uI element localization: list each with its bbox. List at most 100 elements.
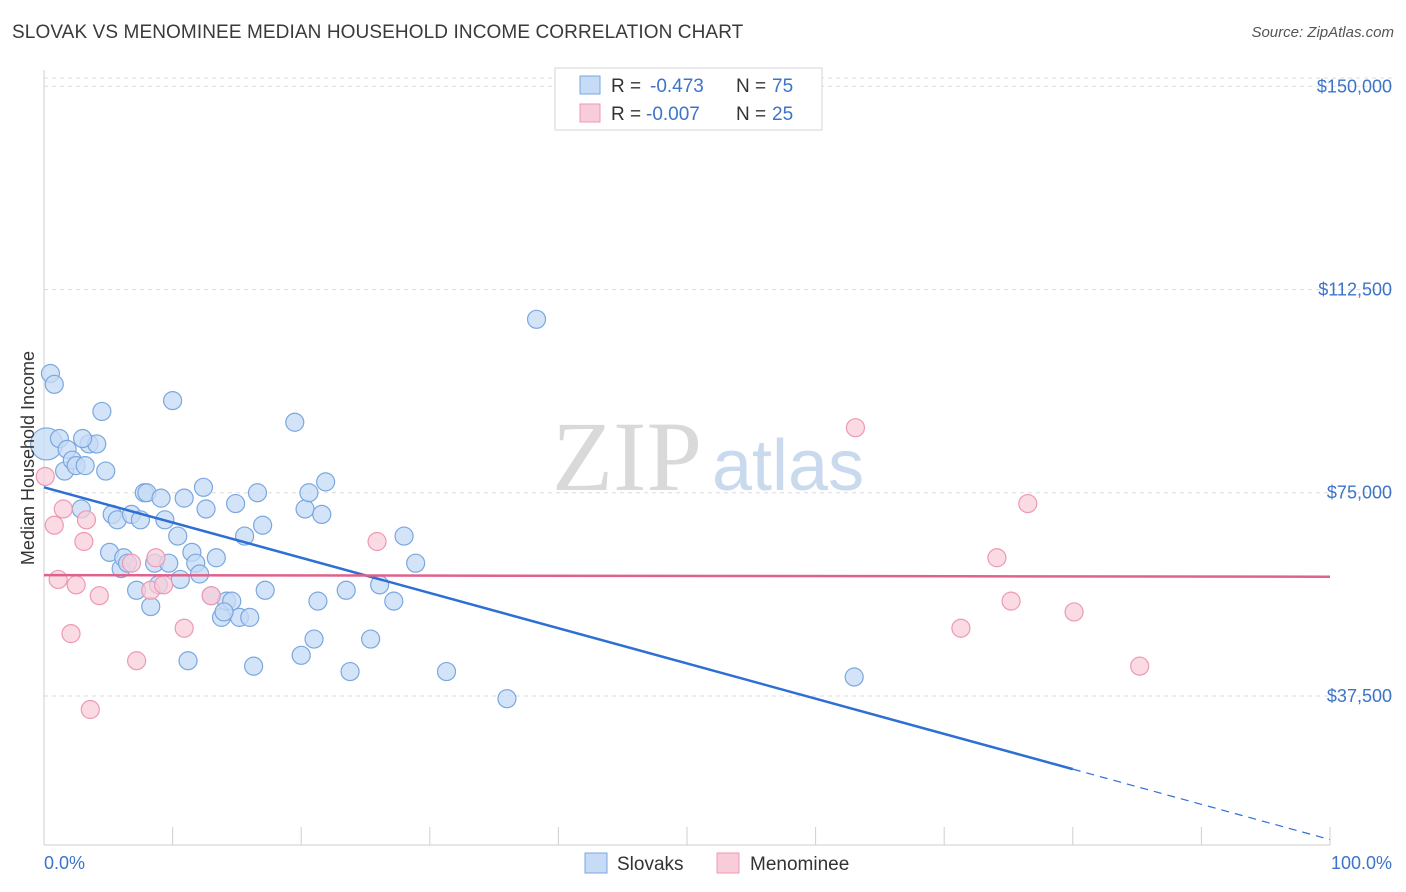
- slovaks-point: [497, 689, 517, 709]
- menominee-point: [76, 510, 97, 530]
- stats-legend: R = -0.473 N = 75 R = -0.007 N = 25: [554, 67, 823, 131]
- slovaks-point: [336, 580, 356, 600]
- legend-r-label-menominee: R =: [611, 104, 641, 125]
- slovaks-point: [316, 472, 336, 492]
- x-tick-label-left: 0.0%: [44, 853, 85, 873]
- menominee-point: [89, 586, 109, 606]
- slovaks-trend-line-extrapolated: [1072, 768, 1331, 841]
- slovaks-point: [75, 456, 95, 476]
- menominee-point: [80, 699, 100, 720]
- slovaks-point: [178, 651, 198, 671]
- legend-swatch-menominee: [579, 103, 601, 123]
- slovaks-point: [312, 504, 332, 525]
- legend-r-label-slovaks: R =: [611, 76, 641, 97]
- menominee-point: [951, 618, 971, 638]
- slovaks-point: [206, 548, 226, 568]
- y-tick-label: $150,000: [1317, 76, 1392, 96]
- slovaks-point: [190, 564, 210, 584]
- slovaks-point: [406, 553, 426, 573]
- slovaks-point: [174, 488, 194, 508]
- legend-n-label-slovaks: N =: [736, 76, 766, 97]
- slovaks-point: [340, 661, 360, 682]
- bottom-legend-swatch-slovaks: [584, 852, 608, 874]
- slovaks-point: [196, 499, 216, 519]
- y-tick-label: $37,500: [1327, 686, 1392, 706]
- legend-r-value-slovaks: -0.473: [650, 76, 704, 97]
- menominee-point: [121, 553, 142, 573]
- slovaks-point: [141, 596, 161, 617]
- slovaks-trend-line: [43, 486, 1074, 771]
- menominee-point: [126, 651, 147, 671]
- slovaks-point: [253, 515, 273, 535]
- slovaks-point: [304, 629, 324, 649]
- slovaks-point: [299, 483, 319, 503]
- slovaks-point: [308, 591, 328, 611]
- slovaks-point: [244, 656, 264, 676]
- bottom-legend-label-slovaks: Slovaks: [617, 854, 684, 875]
- y-tick-label: $75,000: [1327, 483, 1392, 503]
- slovaks-point: [193, 477, 214, 497]
- menominee-point: [44, 515, 64, 535]
- menominee-point: [53, 499, 73, 519]
- slovaks-point: [384, 591, 404, 611]
- slovaks-point: [285, 412, 305, 432]
- chart-title: SLOVAK VS MENOMINEE MEDIAN HOUSEHOLD INC…: [12, 22, 744, 43]
- y-tick-labels: $150,000 $112,500 $75,000 $37,500: [1317, 76, 1392, 706]
- menominee-point: [845, 418, 866, 438]
- slovaks-point: [844, 667, 864, 687]
- menominee-point: [174, 618, 194, 638]
- watermark-atlas: atlas: [712, 426, 864, 506]
- bottom-legend-swatch-menominee: [716, 852, 740, 874]
- legend-n-value-menominee: 25: [772, 104, 793, 125]
- menominee-point: [367, 531, 387, 552]
- menominee-point: [146, 548, 166, 568]
- slovaks-point: [170, 569, 190, 590]
- menominee-point: [66, 575, 86, 595]
- menominee-point: [201, 586, 221, 606]
- slovaks-point: [295, 499, 315, 519]
- slovaks-point: [168, 526, 188, 546]
- menominee-point: [987, 548, 1007, 568]
- slovaks-point: [394, 526, 414, 546]
- slovaks-point: [151, 488, 171, 508]
- slovaks-point: [44, 374, 64, 394]
- slovaks-point: [72, 428, 93, 449]
- menominee-point: [48, 569, 68, 590]
- slovaks-point: [526, 309, 547, 329]
- slovaks-point: [226, 493, 246, 514]
- x-tick-label-right: 100.0%: [1331, 853, 1392, 873]
- slovaks-point: [214, 602, 234, 622]
- slovaks-point: [92, 401, 112, 422]
- menominee-point: [61, 624, 81, 644]
- source-label: Source: ZipAtlas.com: [1251, 24, 1394, 41]
- menominee-trend-line: [43, 573, 1331, 578]
- menominee-point: [74, 531, 94, 552]
- slovaks-point: [291, 645, 311, 665]
- slovaks-point: [96, 461, 116, 481]
- menominee-point: [1018, 493, 1038, 514]
- menominee-point: [35, 466, 55, 487]
- legend-r-value-menominee: -0.007: [646, 104, 700, 125]
- legend-n-value-slovaks: 75: [772, 76, 793, 97]
- slovaks-point: [436, 661, 457, 682]
- menominee-point: [1130, 656, 1150, 676]
- gridlines: [44, 77, 1392, 697]
- data-points: [29, 309, 1150, 720]
- menominee-point: [1064, 602, 1084, 622]
- y-tick-label: $112,500: [1318, 279, 1392, 299]
- menominee-point: [1001, 591, 1021, 611]
- trend-lines: [43, 486, 1331, 841]
- slovaks-point: [361, 629, 381, 649]
- legend-swatch-slovaks: [579, 75, 601, 95]
- legend-n-label-menominee: N =: [736, 104, 766, 125]
- slovaks-point: [240, 607, 260, 627]
- menominee-point: [153, 575, 174, 595]
- slovaks-point: [163, 390, 183, 411]
- slovaks-point: [255, 580, 275, 600]
- slovaks-point: [247, 483, 268, 503]
- series-legend: Slovaks Menominee: [584, 852, 849, 875]
- watermark-zip: ZIP: [552, 401, 702, 512]
- bottom-legend-label-menominee: Menominee: [750, 854, 849, 875]
- y-axis-title: Median Household Income: [18, 351, 38, 565]
